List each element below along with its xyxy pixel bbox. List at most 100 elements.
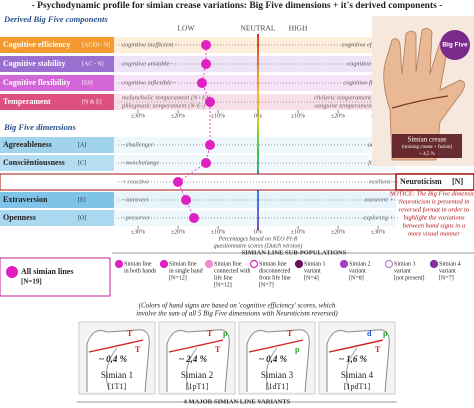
legend-item-text: Simian line <box>169 261 197 267</box>
row-label-box <box>0 210 114 226</box>
dot <box>181 195 191 205</box>
variants-title: 4 MAJOR SIMIAN LINE VARIANTS <box>184 398 291 405</box>
life-line <box>345 347 358 391</box>
variant-pct: ~ 0,4 % <box>99 354 128 364</box>
life-line <box>265 347 278 391</box>
dot <box>201 59 211 69</box>
scale-word: LOW <box>177 24 195 33</box>
simian-line <box>248 339 304 353</box>
legend-item-text: [N=12] <box>214 282 232 288</box>
low-label: - preserver <box>122 214 151 221</box>
legend-all-n: [N=19] <box>21 278 42 286</box>
crease <box>391 95 449 109</box>
badge-text: Big Five <box>442 42 468 49</box>
legend-item-text: Simian 2 <box>349 261 371 267</box>
row-label: Temperament <box>3 97 51 106</box>
legend-item-text: Simian 1 <box>304 261 326 267</box>
legend-item-text: [N=4] <box>304 275 319 281</box>
legend-item-text: [N=7] <box>439 275 454 281</box>
row-label-box <box>0 37 114 53</box>
neutral-line <box>257 34 259 230</box>
low-label: - nonchalange <box>122 159 159 166</box>
row-code: [O] <box>78 215 86 221</box>
high-label: cognitive stable + <box>347 60 394 67</box>
legend-all-name: All simian lines <box>21 267 73 276</box>
row-code: [E] <box>78 197 86 203</box>
dot <box>201 158 211 168</box>
line-letter: T <box>375 345 381 354</box>
line-letter: p <box>383 329 388 338</box>
palm <box>383 28 465 161</box>
variant-pct: ~ 0,4 % <box>259 354 288 364</box>
variant-name: Simian 3 <box>261 370 294 380</box>
simian-line <box>328 339 384 353</box>
legend-marker <box>159 259 169 269</box>
row-label: Consciëntiousness <box>3 158 65 167</box>
variant-name: Simian 4 <box>341 370 374 380</box>
high-label: choleric temperament (N+E+) <box>314 94 394 101</box>
note: (Colors of hand signs are based on 'cogn… <box>139 302 336 310</box>
photo-caption: (missing crease + fusion) <box>402 145 453 150</box>
x-tick-label: ±30% <box>131 113 145 119</box>
variant-code: [1pdT1] <box>344 382 371 391</box>
dot <box>205 97 215 107</box>
legend-item-text: variant <box>304 268 321 274</box>
line-letter: T <box>207 329 213 338</box>
row-label-box <box>0 56 114 72</box>
notice: highlight the variations <box>403 214 464 221</box>
source-note: Percentages based on NEO PI-R <box>218 236 298 242</box>
dot <box>205 140 215 150</box>
low-label: melancholic temperament (N+E-) <box>122 94 210 101</box>
x-tick-label: ±10% <box>291 113 305 119</box>
variant-code: [1dT1] <box>266 382 289 391</box>
x-tick-label: ±20% <box>171 113 185 119</box>
life-line <box>105 347 118 391</box>
legend-item-text: disconnected <box>259 268 290 274</box>
legend-item-text: variant <box>394 268 411 274</box>
x-tick-label: 0% <box>254 229 262 235</box>
row-label: Openness <box>3 213 36 222</box>
legend-item-text: variant <box>439 268 456 274</box>
low-label: cognitive inefficient - <box>122 41 177 48</box>
low-label: + reactive <box>122 178 149 185</box>
row-code: [N & E] <box>82 99 102 105</box>
row-code: [ACE0 - N] <box>82 42 110 48</box>
x-tick-label: ±20% <box>331 229 345 235</box>
x-tick-label: ±30% <box>371 229 385 235</box>
hand-outline <box>326 329 390 393</box>
row-code: [A] <box>78 142 86 148</box>
line-letter: p <box>295 345 300 354</box>
row-label-box <box>0 94 114 110</box>
row-label: Neuroticism <box>400 177 442 186</box>
row-label-box <box>0 192 114 208</box>
dot <box>197 78 207 88</box>
simian-line <box>88 339 144 353</box>
source-note: questionnaire scores (Dutch version) <box>214 242 303 249</box>
row-label-box <box>0 155 114 171</box>
high-label: resilient - <box>369 178 394 185</box>
legend-marker <box>294 259 304 269</box>
legend-marker <box>114 259 124 269</box>
notice: between hand signs in a <box>403 222 465 229</box>
badge <box>440 30 470 60</box>
legend-marker <box>204 259 214 269</box>
simian-line <box>168 339 224 353</box>
line-letter: T <box>127 329 133 338</box>
low-label: phlegmatic temperament (N-E-) <box>121 102 205 109</box>
legend-marker <box>249 259 259 269</box>
line-letter: T <box>287 329 293 338</box>
notice: Neuroticism is presented in <box>398 198 470 205</box>
notice: more visual manner <box>408 230 460 237</box>
line-letter: d <box>367 329 372 338</box>
legend-all-dot <box>6 266 18 278</box>
legend-item-text: Simian 3 <box>394 261 416 267</box>
x-tick-label: ±20% <box>171 229 185 235</box>
variant-pct: ~ 1,6 % <box>339 354 368 364</box>
high-label: sanguine temperament (N-E+) <box>314 102 394 109</box>
row-label: Cognitive efficiency <box>3 40 70 49</box>
high-label: exploring + <box>363 214 394 221</box>
x-tick-label: ±10% <box>211 229 225 235</box>
line-letter: T <box>135 345 141 354</box>
legend-item-text: in single hand <box>169 268 203 274</box>
